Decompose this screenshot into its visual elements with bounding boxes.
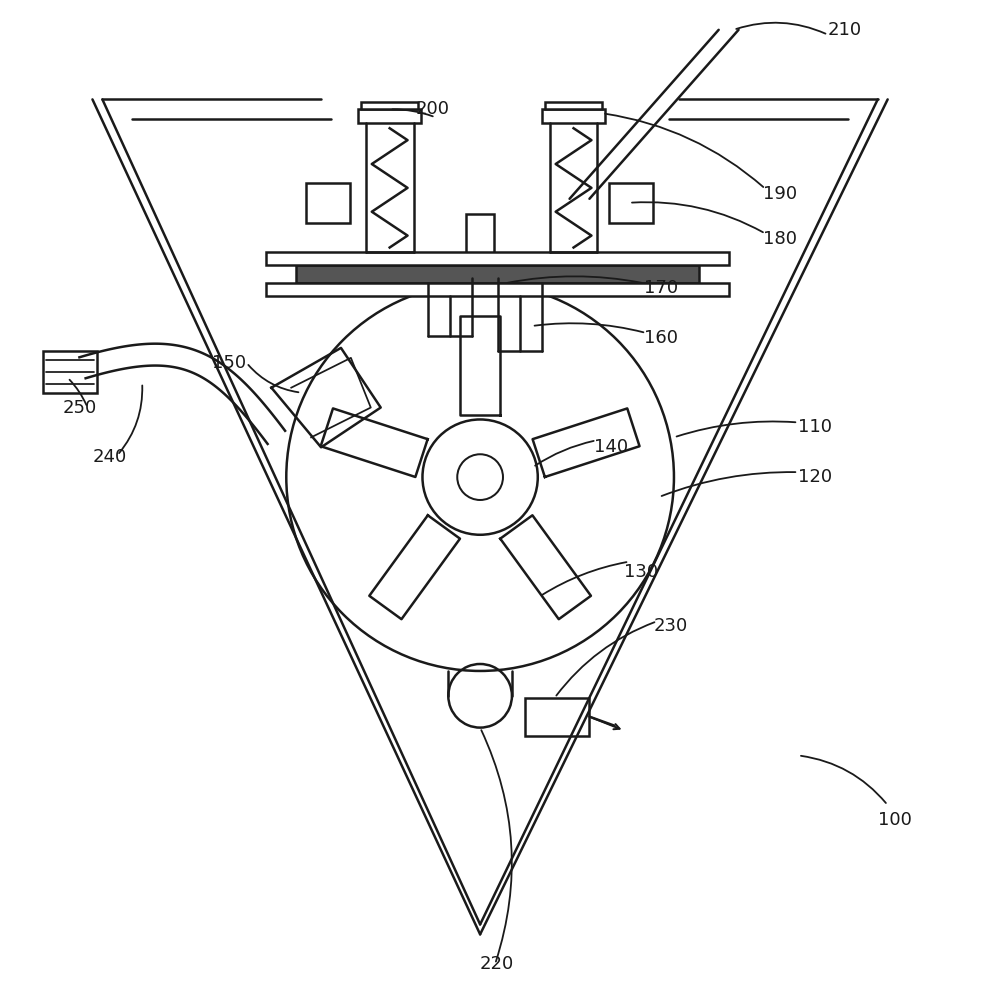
Bar [266, 283, 729, 296]
Text: 110: 110 [798, 418, 832, 436]
Text: 250: 250 [63, 399, 97, 416]
Text: 190: 190 [763, 185, 798, 203]
Bar [545, 102, 602, 109]
Bar [542, 109, 605, 123]
Text: 210: 210 [828, 21, 862, 39]
Text: 220: 220 [480, 955, 514, 973]
Bar [306, 183, 350, 223]
Text: 100: 100 [878, 811, 912, 829]
Text: 240: 240 [92, 448, 127, 466]
Text: 140: 140 [594, 438, 629, 456]
Bar [361, 102, 418, 109]
Text: 150: 150 [212, 354, 246, 372]
Text: 160: 160 [644, 329, 678, 347]
Bar [466, 214, 494, 283]
Text: 180: 180 [763, 230, 797, 248]
Text: 170: 170 [644, 279, 678, 297]
Bar [296, 265, 699, 283]
Bar [525, 698, 589, 736]
Text: 120: 120 [798, 468, 832, 486]
Bar [266, 252, 729, 265]
Bar [358, 109, 421, 123]
Text: 200: 200 [416, 100, 450, 118]
Text: 130: 130 [624, 563, 658, 580]
Bar [609, 183, 653, 223]
Text: 230: 230 [654, 617, 688, 635]
Bar [43, 351, 97, 393]
